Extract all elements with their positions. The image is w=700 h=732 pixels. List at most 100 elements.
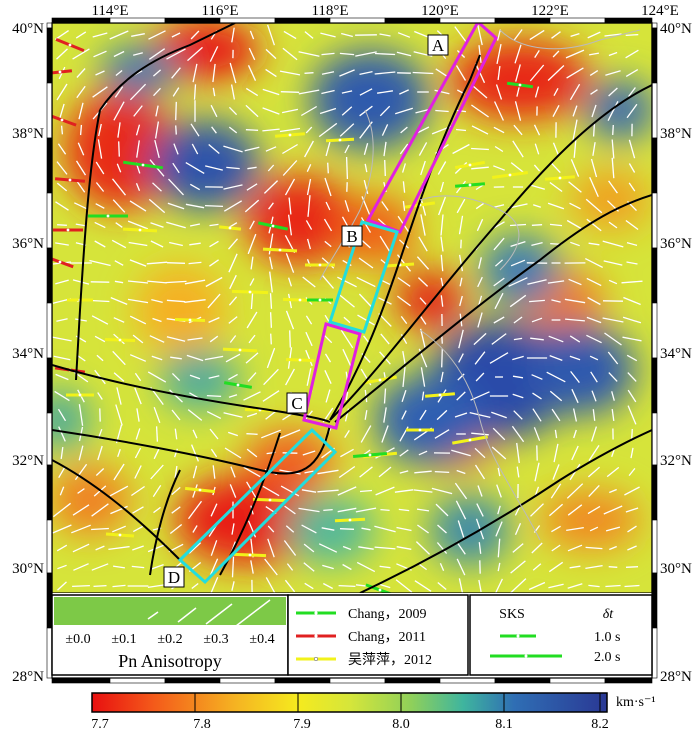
- pn-tick-285: [167, 202, 185, 210]
- pn-tick-259: [263, 180, 279, 194]
- pn-tick-496: [52, 336, 72, 342]
- pn-tick-713: [58, 465, 66, 479]
- pn-tick-444: [250, 292, 254, 310]
- pn-tick-802: [567, 504, 583, 516]
- pn-tick-0: [55, 30, 69, 40]
- lon-tick-122: 122°E: [531, 3, 569, 19]
- lat-labels-right: 40°N 38°N 36°N 34°N 32°N 30°N 28°N: [660, 21, 692, 685]
- pn-tick-555: [589, 355, 599, 361]
- pn-tick-628: [206, 411, 222, 419]
- pn-tick-586: [590, 371, 598, 383]
- pn-tick-691: [224, 447, 242, 459]
- pn-tick-235: [401, 163, 407, 173]
- pn-tick-538: [266, 347, 276, 369]
- pn-tick-720: [192, 465, 198, 479]
- pn-tick-758: [317, 489, 339, 493]
- pn-tick-911: [284, 579, 296, 593]
- sks-dot-35: [518, 83, 522, 87]
- pn-tick-381: [228, 253, 238, 273]
- pn-tick-370: [602, 240, 624, 248]
- pn-tick-422: [417, 277, 429, 287]
- source-label-1: Chang，2011: [348, 630, 426, 645]
- pn-tick-128: [133, 105, 143, 117]
- source-label-2: 吴萍萍，2012: [348, 652, 432, 668]
- pn-tick-111: [399, 89, 409, 95]
- pn-tick-844: [188, 542, 202, 554]
- velocity-blob-4: [395, 270, 465, 330]
- pn-tick-826: [437, 524, 447, 534]
- pn-tick-549: [474, 351, 486, 365]
- pn-tick-297: [402, 201, 406, 211]
- pn-tick-727: [317, 469, 339, 475]
- pn-tick-918: [414, 580, 432, 592]
- pn-tick-767: [496, 484, 502, 498]
- pn-tick-663: [279, 429, 301, 439]
- pn-tick-809: [112, 525, 126, 533]
- pn-tick-442: [207, 293, 221, 309]
- pn-tick-588: [627, 372, 637, 382]
- pn-scale-2: ±0.2: [157, 632, 182, 647]
- pn-tick-489: [513, 316, 523, 324]
- pn-tick-817: [267, 525, 275, 533]
- sks-dot-3: [508, 173, 512, 177]
- pn-tick-639: [419, 409, 427, 421]
- pn-tick-54: [496, 43, 502, 65]
- pn-tick-667: [360, 425, 372, 443]
- pn-tick-184: [612, 124, 614, 136]
- pn-tick-557: [626, 354, 638, 362]
- pn-tick-76: [321, 71, 335, 75]
- pn-tick-832: [551, 525, 561, 533]
- pn-tick-771: [566, 483, 584, 499]
- pn-tick-108: [341, 90, 353, 94]
- pn-tick-675: [511, 425, 525, 443]
- pn-tick-657: [174, 428, 178, 440]
- sks-dot-32: [271, 224, 275, 228]
- pn-tick-524: [586, 334, 602, 344]
- pn-tick-625: [153, 406, 161, 424]
- source-label-0: Chang，2009: [348, 607, 427, 622]
- pn-tick-411: [205, 276, 223, 288]
- pn-tick-354: [306, 238, 312, 250]
- pn-tick-623: [115, 404, 123, 426]
- pn-tick-494: [602, 317, 624, 323]
- pn-tick-719: [174, 465, 178, 479]
- pn-tick-572: [324, 370, 332, 384]
- map-frame: [51, 22, 653, 594]
- pn-tick-782: [187, 500, 203, 520]
- pn-tick-139: [341, 106, 353, 116]
- pn-tick-777: [91, 503, 109, 517]
- pn-tick-725: [279, 469, 301, 475]
- pn-scale-1: ±0.1: [111, 632, 136, 647]
- pn-tick-73: [265, 68, 277, 78]
- pn-tick-69: [192, 63, 198, 83]
- pn-tick-213: [573, 140, 577, 158]
- pn-tick-201: [344, 144, 350, 154]
- pn-tick-741: [587, 466, 601, 478]
- profile-labels: A B C D: [163, 34, 449, 588]
- pn-tick-383: [269, 256, 273, 270]
- pn-tick-510: [323, 334, 333, 344]
- pn-tick-125: [78, 102, 84, 120]
- pn-tick-790: [337, 507, 357, 513]
- sks-dot-23: [198, 488, 202, 492]
- ruler-left-6: [46, 302, 53, 359]
- pn-tick-518: [473, 332, 487, 346]
- pn-tick-854: [374, 546, 396, 550]
- pn-tick-587: [608, 372, 618, 382]
- pn-tick-908: [231, 581, 235, 591]
- pn-tick-392: [440, 254, 444, 272]
- pn-tick-361: [440, 236, 444, 252]
- pn-tick-487: [477, 312, 483, 328]
- pn-tick-929: [624, 584, 640, 588]
- pn-tick-78: [359, 70, 373, 76]
- pn-tick-600: [262, 390, 280, 402]
- pn-tick-13: [304, 31, 314, 39]
- pn-tick-744: [59, 486, 65, 496]
- lat-right-28: 28°N: [660, 669, 692, 685]
- pn-tick-887: [419, 563, 427, 571]
- pn-tick-436: [90, 299, 110, 303]
- pn-tick-332: [476, 218, 484, 232]
- pn-tick-562: [134, 372, 142, 382]
- pn-tick-818: [285, 525, 295, 533]
- pn-tick-582: [512, 375, 524, 379]
